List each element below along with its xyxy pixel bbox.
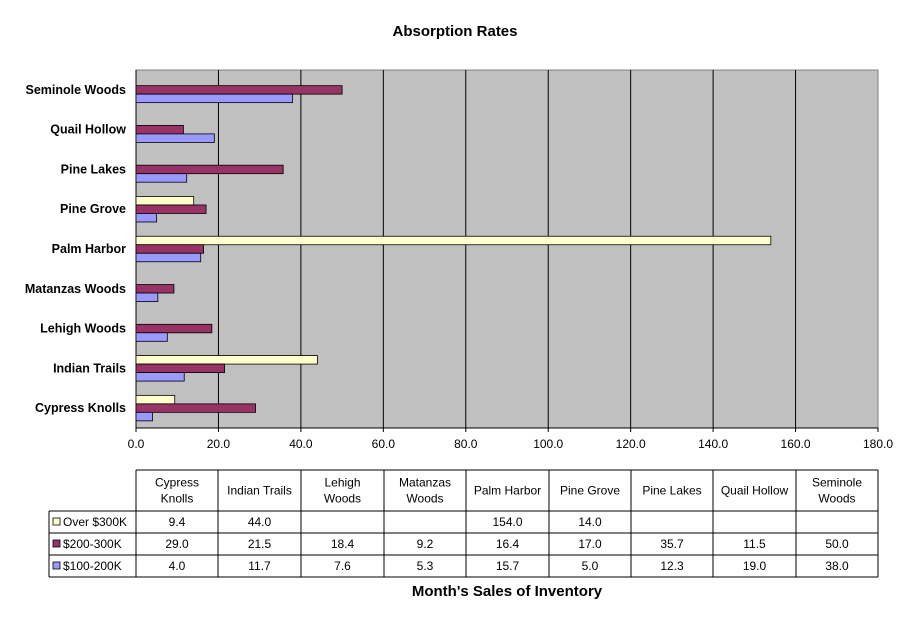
table-value: 11.7 (248, 559, 271, 573)
data-table: Cypress Knolls Indian Trails Lehigh Woods Mat… (48, 469, 879, 578)
x-tick-label: 20.0 (207, 437, 231, 451)
legend-key (52, 539, 61, 548)
table-header: Woods (818, 492, 855, 506)
bar (135, 204, 207, 214)
bar (135, 411, 153, 422)
bar (135, 133, 215, 143)
category-labels: Cypress Knolls Indian Trails Lehigh Woods M… (25, 83, 126, 415)
legend-label: $200-300K (63, 537, 122, 551)
table-header: Lehigh (324, 476, 360, 490)
category-label: Palm Harbor (52, 242, 126, 256)
bar (135, 244, 205, 254)
legend-label: $100-200K (63, 559, 122, 573)
x-tick-label: 100.0 (533, 437, 563, 451)
table-header: Woods (406, 492, 443, 506)
table-header: Cypress (155, 476, 199, 490)
table-value: 9.4 (169, 515, 186, 529)
bar (135, 355, 318, 365)
x-tick-label: 80.0 (454, 437, 478, 451)
bars (135, 85, 772, 422)
table-value: 9.2 (417, 537, 434, 551)
category-label: Lehigh Woods (40, 322, 126, 336)
x-tick-label: 60.0 (372, 437, 396, 451)
bar (135, 173, 188, 183)
table-header: Indian Trails (227, 484, 292, 498)
table-value: 44.0 (248, 515, 272, 529)
table-header: Woods (324, 492, 361, 506)
table-value: 5.0 (582, 559, 599, 573)
bar (135, 235, 772, 246)
table-header: Knolls (161, 492, 194, 506)
category-label: Indian Trails (53, 361, 126, 375)
table-header: Quail Hollow (721, 484, 789, 498)
category-label: Quail Hollow (50, 123, 126, 137)
table-value: 5.3 (417, 559, 434, 573)
bar (135, 372, 185, 382)
bar (135, 403, 256, 413)
table-value: 21.5 (248, 537, 272, 551)
x-tick-label: 0.0 (128, 437, 145, 451)
table-header: Pine Grove (560, 484, 620, 498)
table-value: 4.0 (169, 559, 186, 573)
plot-area (135, 69, 879, 429)
table-value: 17.0 (578, 537, 602, 551)
bar (135, 292, 159, 302)
table-value: 29.0 (165, 537, 189, 551)
bar (135, 93, 294, 104)
table-value: 38.0 (825, 559, 849, 573)
table-header: Matanzas (399, 476, 451, 490)
legend-key (52, 561, 61, 570)
table-value: 16.4 (496, 537, 520, 551)
table-value: 18.4 (331, 537, 355, 551)
table-value: 11.5 (743, 537, 766, 551)
x-axis-ticks: 0.0 20.0 40.0 60.0 80.0 100.0 120.0 140.0 160.0 1… (128, 428, 893, 451)
table-header: Palm Harbor (474, 484, 541, 498)
table-value: 154.0 (492, 515, 522, 529)
table-value: 14.0 (578, 515, 602, 529)
category-label: Cypress Knolls (35, 401, 126, 415)
bar (135, 252, 202, 263)
category-label: Matanzas Woods (25, 282, 126, 296)
bar (135, 332, 168, 342)
x-axis-title: Month's Sales of Inventory (412, 583, 603, 600)
x-tick-label: 160.0 (781, 437, 811, 451)
bar (135, 323, 213, 334)
x-tick-label: 120.0 (616, 437, 646, 451)
table-header: Pine Lakes (642, 484, 701, 498)
table-value: 19.0 (743, 559, 767, 573)
legend-key (52, 517, 61, 526)
table-value: 15.7 (496, 559, 520, 573)
bar (135, 363, 226, 373)
table-value: 35.7 (660, 537, 684, 551)
bar (135, 125, 184, 135)
chart-title: Absorption Rates (392, 23, 517, 40)
table-value: 7.6 (334, 559, 351, 573)
x-tick-label: 180.0 (863, 437, 893, 451)
bar (135, 394, 176, 405)
bar (135, 213, 158, 223)
bar (135, 164, 284, 175)
bar (135, 196, 195, 206)
table-value: 50.0 (825, 537, 849, 551)
table-header: Seminole (812, 476, 862, 490)
legend-label: Over $300K (63, 515, 127, 529)
bar (135, 284, 175, 294)
table-value: 12.3 (660, 559, 684, 573)
x-tick-label: 140.0 (698, 437, 728, 451)
category-label: Pine Lakes (61, 162, 126, 176)
x-tick-label: 40.0 (289, 437, 313, 451)
category-label: Pine Grove (60, 202, 126, 216)
category-label: Seminole Woods (26, 83, 127, 97)
bar (135, 85, 343, 95)
